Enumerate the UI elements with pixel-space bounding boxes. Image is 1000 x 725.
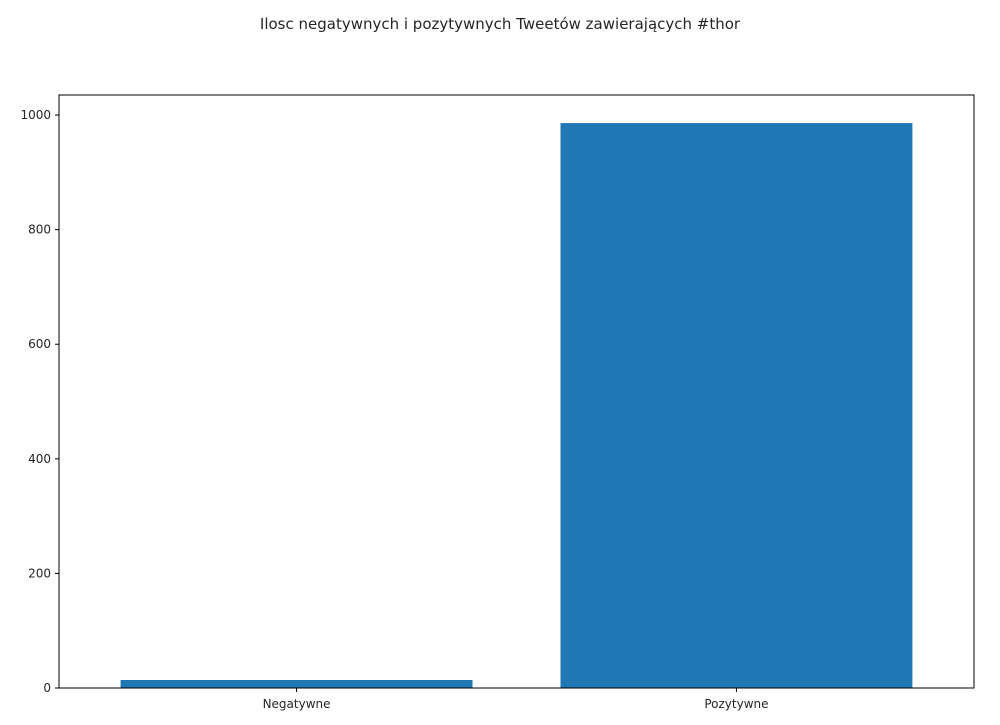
bar-pozytywne — [560, 123, 913, 688]
y-axis: 0 200 400 600 800 1000 — [20, 108, 59, 695]
y-tick-label: 0 — [43, 681, 51, 695]
y-tick-label: 400 — [28, 452, 51, 466]
x-axis: Negatywne Pozytywne — [263, 688, 769, 711]
x-tick-label: Pozytywne — [704, 697, 768, 711]
y-tick-label: 800 — [28, 223, 51, 237]
x-tick-label: Negatywne — [263, 697, 331, 711]
chart-title: Ilosc negatywnych i pozytywnych Tweetów … — [260, 15, 741, 33]
bar-negatywne — [120, 679, 473, 688]
plot-frame — [58, 94, 975, 689]
y-tick-label: 600 — [28, 337, 51, 351]
y-tick-label: 200 — [28, 566, 51, 580]
bars — [120, 123, 913, 688]
y-tick-label: 1000 — [20, 108, 51, 122]
